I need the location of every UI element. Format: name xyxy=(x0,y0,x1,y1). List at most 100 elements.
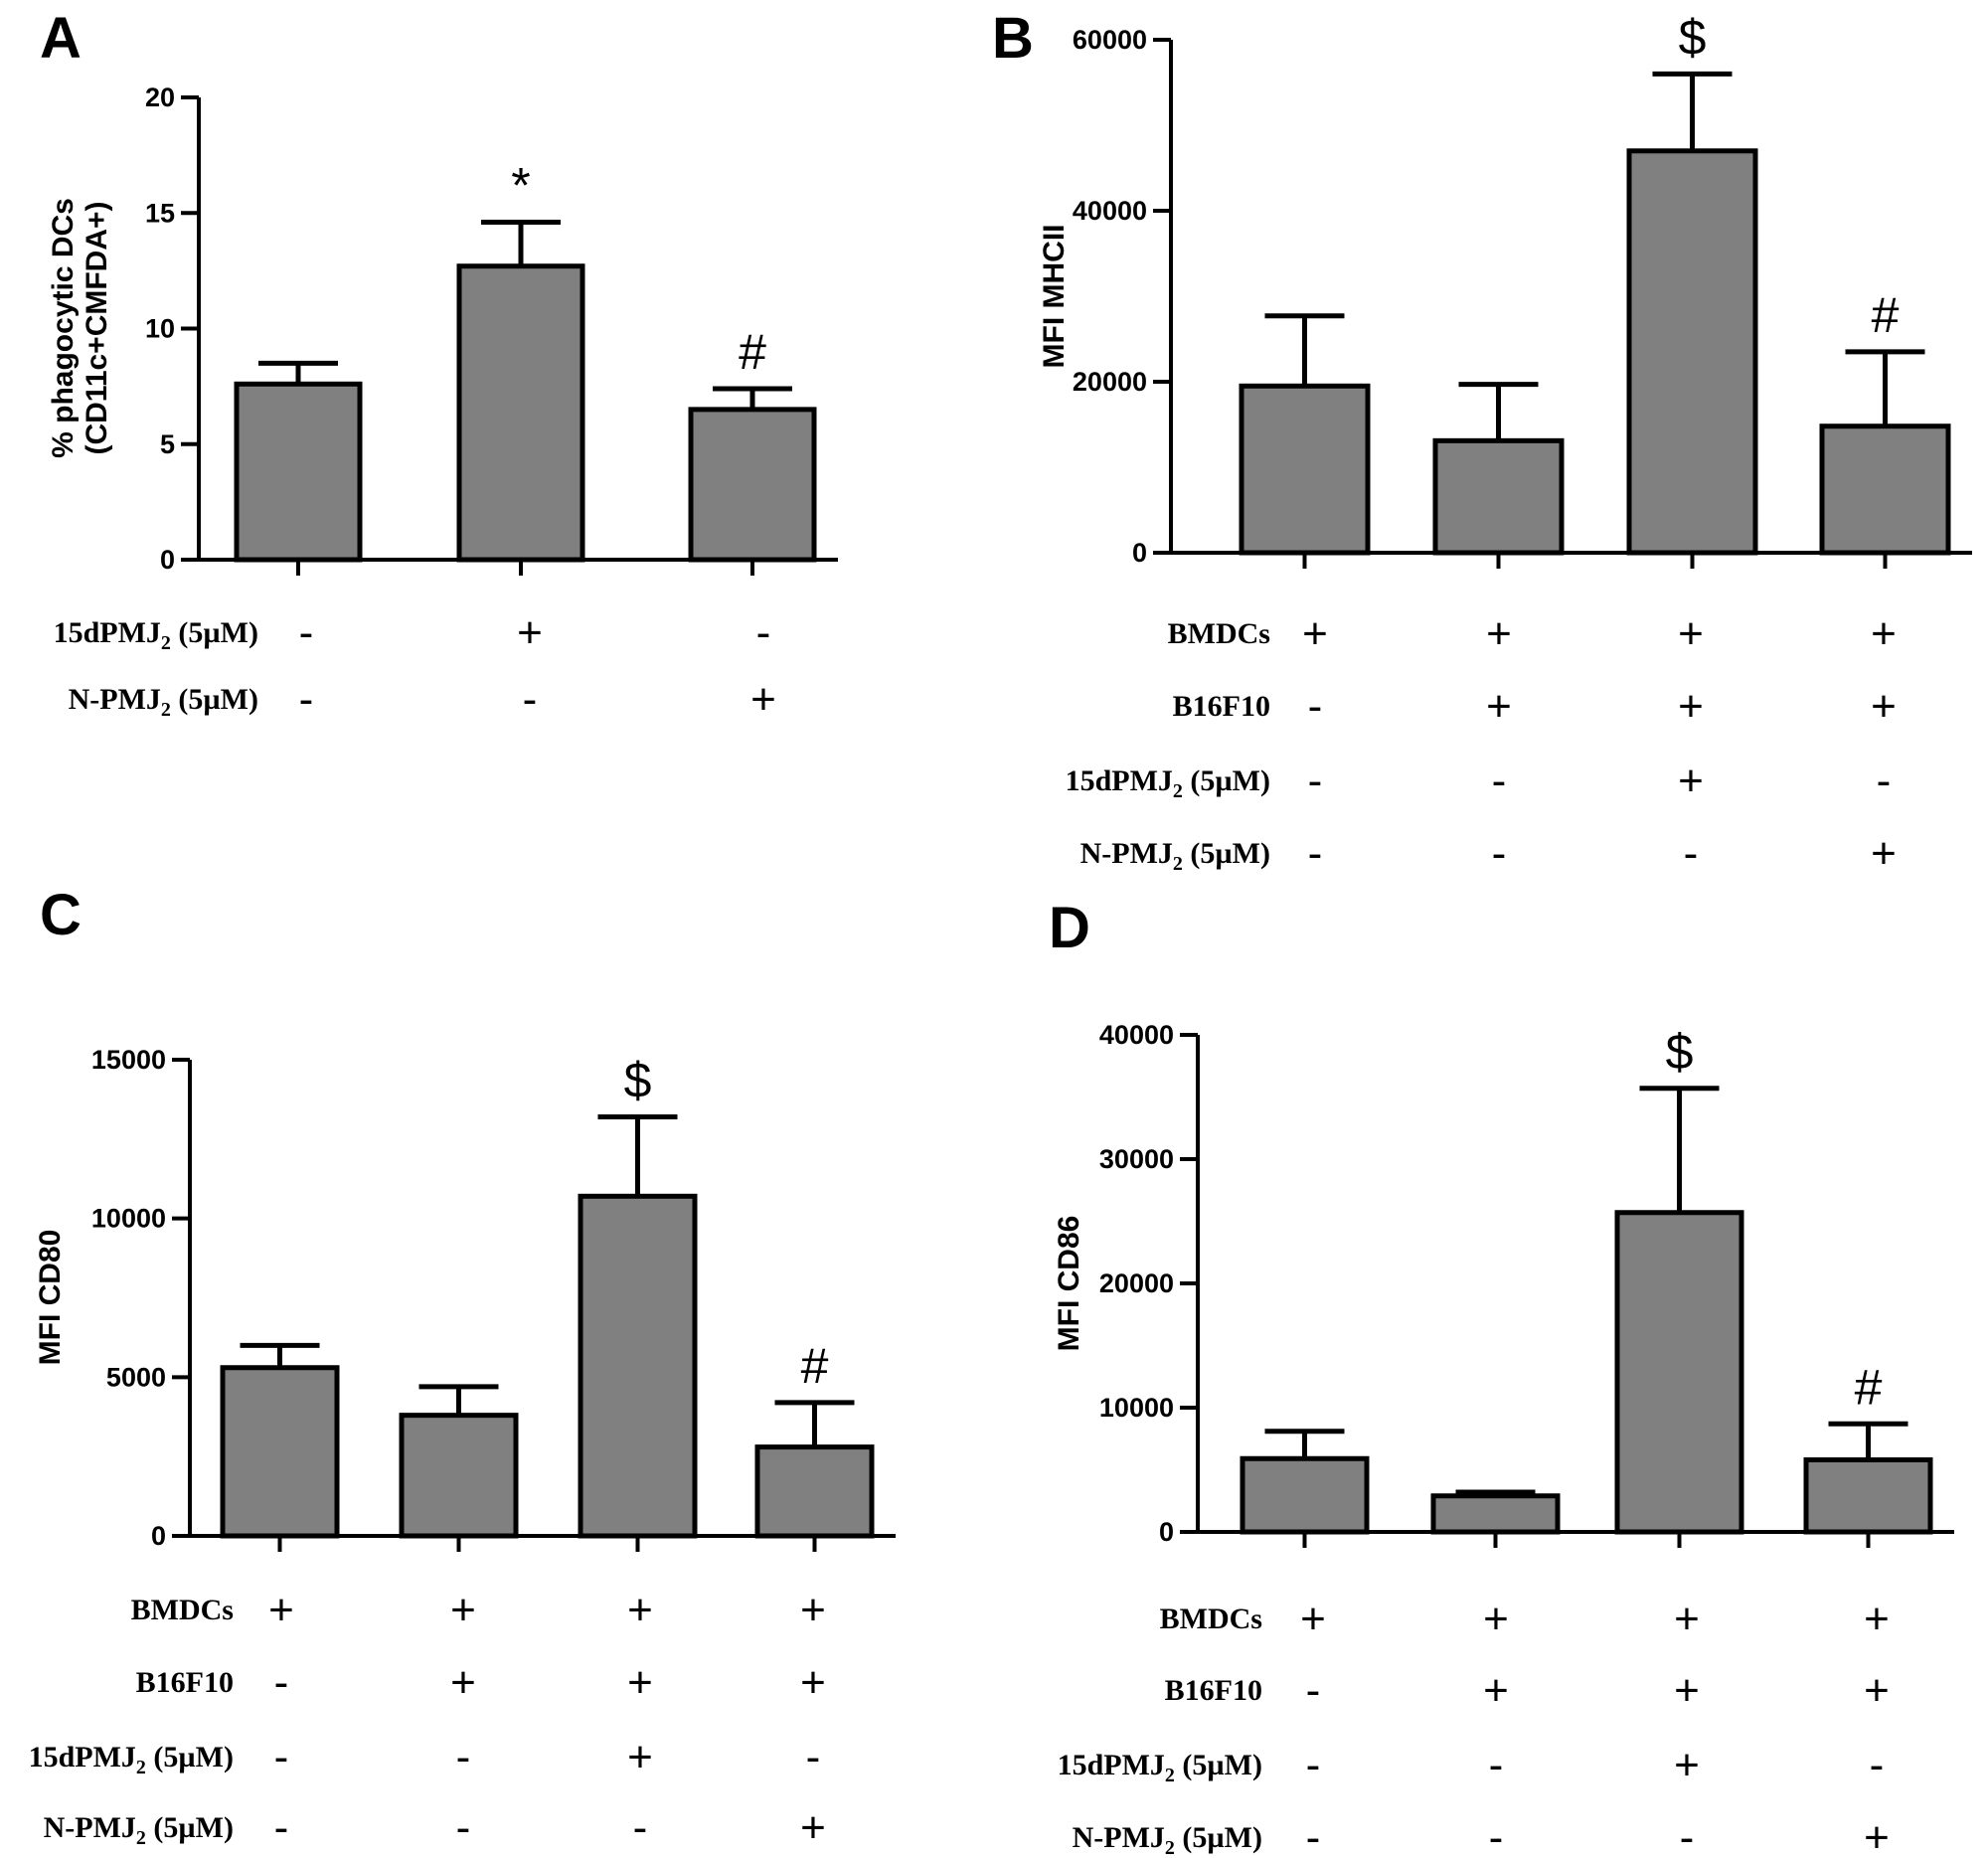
panel-c: C 0 5000 10000 15000 $ # MFI CD80 BMDCs + + + + B16F1… xyxy=(29,883,896,1852)
panel-c-y-tick-label: 5000 xyxy=(106,1362,166,1392)
panel-b-condition-label: 15dPMJ2 (5µM) xyxy=(1066,764,1270,802)
panel-a-condition-label: N-PMJ2 (5µM) xyxy=(69,683,258,721)
panel-d-condition-sign: - xyxy=(1306,1741,1321,1789)
panel-d-condition-subscript: 2 xyxy=(1165,1837,1175,1858)
panel-b-significance: # xyxy=(1872,287,1900,343)
panel-b-condition-sign: + xyxy=(1678,609,1704,658)
panel-c-condition-label: BMDCs xyxy=(131,1594,234,1626)
panel-a-y-title-line: (CD11c+CMFDA+) xyxy=(81,201,113,454)
panel-a-y-tick-label: 20 xyxy=(145,83,175,112)
panel-d-letter: D xyxy=(1049,896,1090,960)
panel-c-significance: # xyxy=(801,1338,829,1394)
panel-b-condition-sign: + xyxy=(1871,609,1897,658)
panel-a-condition-suffix: (5µM) xyxy=(171,683,258,716)
panel-c-condition-subscript: 2 xyxy=(136,1757,146,1778)
panel-d-condition-sign: - xyxy=(1489,1741,1504,1789)
panel-c-condition-suffix: (5µM) xyxy=(146,1811,234,1844)
panel-a-bar xyxy=(234,381,363,563)
panel-d-y-tick-label: 10000 xyxy=(1099,1393,1174,1423)
panel-c-condition-label: N-PMJ2 (5µM) xyxy=(44,1811,234,1849)
panel-c-bar xyxy=(754,1444,875,1539)
panel-d-condition-sign: + xyxy=(1674,1741,1700,1789)
panel-d-condition-sign: + xyxy=(1483,1666,1509,1715)
panel-b-condition-sign: - xyxy=(1877,757,1892,805)
panel-b-condition-sign: + xyxy=(1302,609,1328,658)
panel-a-condition-sign: - xyxy=(523,675,538,724)
panel-b-significance: $ xyxy=(1679,9,1707,65)
panel-c-condition-sign: + xyxy=(450,1586,476,1634)
panel-b-y-tick-label: 20000 xyxy=(1073,367,1147,397)
panel-b-condition-sign: + xyxy=(1871,682,1897,731)
panel-d-bar xyxy=(1430,1493,1561,1535)
panel-d-condition-label: BMDCs xyxy=(1160,1603,1262,1635)
panel-b-condition-label: BMDCs xyxy=(1168,617,1270,650)
panel-b-y-title-line: MFI MHCII xyxy=(1038,225,1071,369)
panel-a-condition-sign: + xyxy=(750,675,776,724)
panel-b-bar xyxy=(1432,437,1565,556)
panel-d-y-tick-label: 20000 xyxy=(1099,1268,1174,1298)
panel-c-bar xyxy=(399,1413,519,1539)
panel-b-bar xyxy=(1819,423,1951,556)
panel-d-condition-sign: - xyxy=(1306,1666,1321,1715)
panel-a-y-tick-label: 5 xyxy=(160,429,175,459)
panel-a-y-tick-label: 0 xyxy=(160,545,175,575)
panel-d-condition-sign: + xyxy=(1674,1595,1700,1643)
panel-c-condition-sign: - xyxy=(633,1803,648,1852)
panel-d-y-tick-label: 40000 xyxy=(1099,1020,1174,1050)
panel-b: B 0 20000 40000 60000 $ # MFI MHCII BMDCs + + + + B16… xyxy=(992,6,1972,878)
panel-b-y-tick-label: 40000 xyxy=(1073,196,1147,226)
panel-b-y-title: MFI MHCII xyxy=(1038,225,1071,369)
panel-a-condition-sign: - xyxy=(299,675,314,724)
panel-d: D 0 10000 20000 30000 40000 $ # MFI CD86 BMDCs + + +… xyxy=(1049,896,1954,1858)
panel-b-bar xyxy=(1239,383,1371,556)
panel-a-significance: # xyxy=(739,324,766,380)
panel-d-y-tick-label: 30000 xyxy=(1099,1144,1174,1174)
panel-a-y-tick-label: 15 xyxy=(145,198,175,228)
panel-d-condition-sign: + xyxy=(1300,1595,1326,1643)
panel-b-condition-subscript: 2 xyxy=(1173,853,1183,875)
panel-d-condition-sign: + xyxy=(1483,1595,1509,1643)
panel-c-condition-sign: - xyxy=(806,1733,821,1781)
panel-d-condition-label: B16F10 xyxy=(1165,1674,1262,1707)
panel-a-condition-sign: - xyxy=(299,608,314,657)
panel-d-condition-suffix: (5µM) xyxy=(1175,1749,1262,1781)
panel-b-condition-sign: - xyxy=(1308,682,1323,731)
panel-c-condition-sign: - xyxy=(456,1733,471,1781)
panel-a-condition-sign: + xyxy=(517,608,543,657)
panel-a-bar xyxy=(456,263,585,563)
panel-c-condition-sign: + xyxy=(627,1733,653,1781)
panel-d-condition-label: 15dPMJ2 (5µM) xyxy=(1058,1749,1262,1786)
panel-b-y-tick-label: 0 xyxy=(1132,538,1147,568)
panel-d-y-title: MFI CD86 xyxy=(1053,1216,1085,1352)
panel-c-condition-suffix: (5µM) xyxy=(146,1741,234,1774)
panel-b-condition-sign: - xyxy=(1492,757,1507,805)
panel-a: A 0 5 10 15 20 * # % phagocytic DCs (CD11c+CMFDA+… xyxy=(40,6,838,724)
panel-b-condition-subscript: 2 xyxy=(1173,780,1183,802)
panel-a-y-tick-label: 10 xyxy=(145,314,175,344)
panel-d-condition-sign: + xyxy=(1864,1666,1890,1715)
panel-d-condition-suffix: (5µM) xyxy=(1175,1821,1262,1854)
panel-c-condition-sign: - xyxy=(274,1803,289,1852)
panel-c-condition-sign: - xyxy=(274,1658,289,1707)
panel-a-condition-suffix: (5µM) xyxy=(171,616,258,649)
panel-c-y-tick-label: 15000 xyxy=(91,1045,166,1075)
panel-d-y-title-line: MFI CD86 xyxy=(1053,1216,1085,1352)
panel-c-condition-sign: + xyxy=(800,1586,826,1634)
panel-b-condition-sign: - xyxy=(1308,829,1323,878)
panel-b-condition-sign: + xyxy=(1871,829,1897,878)
panel-a-condition-subscript: 2 xyxy=(161,632,171,654)
panel-c-condition-sign: + xyxy=(800,1803,826,1852)
panel-c-letter: C xyxy=(40,883,82,947)
panel-c-y-title: MFI CD80 xyxy=(34,1230,67,1366)
panel-c-condition-sign: - xyxy=(456,1803,471,1852)
panel-b-condition-sign: - xyxy=(1308,757,1323,805)
panel-d-condition-label: N-PMJ2 (5µM) xyxy=(1073,1821,1262,1858)
panel-c-bar xyxy=(220,1365,340,1539)
panel-d-condition-sign: - xyxy=(1489,1813,1504,1858)
panel-b-condition-sign: + xyxy=(1678,682,1704,731)
panel-c-condition-sign: + xyxy=(450,1658,476,1707)
panel-c-condition-sign: + xyxy=(627,1586,653,1634)
panel-d-bar xyxy=(1614,1210,1744,1535)
panel-c-condition-sign: + xyxy=(627,1658,653,1707)
panel-a-condition-label: 15dPMJ2 (5µM) xyxy=(54,616,258,654)
